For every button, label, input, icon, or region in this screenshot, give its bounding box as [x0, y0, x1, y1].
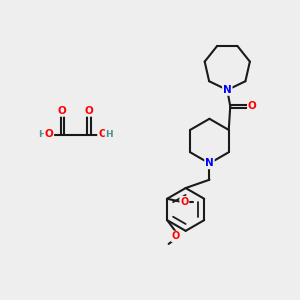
Text: H: H	[38, 130, 46, 139]
Text: O: O	[248, 101, 256, 111]
Text: O: O	[58, 106, 67, 116]
Text: N: N	[223, 85, 232, 95]
Text: O: O	[98, 129, 107, 139]
Text: O: O	[45, 129, 53, 139]
Text: N: N	[205, 158, 214, 168]
Text: O: O	[180, 197, 188, 207]
Text: O: O	[172, 232, 180, 242]
Text: O: O	[85, 106, 93, 116]
Text: H: H	[106, 130, 113, 139]
